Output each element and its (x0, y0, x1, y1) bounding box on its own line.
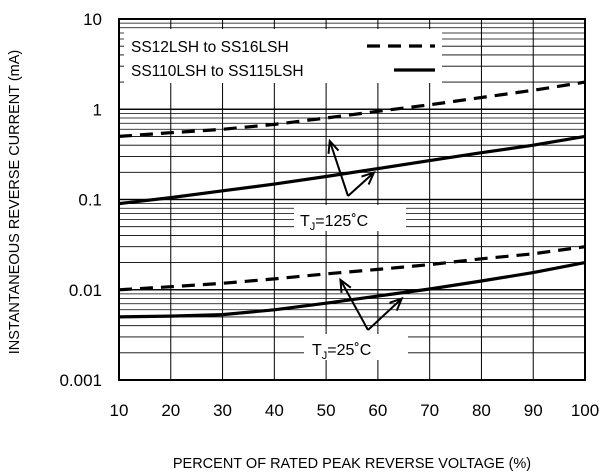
annotation-25c-arrow-left (339, 277, 369, 331)
annotation-125c-arrow-right (347, 170, 376, 197)
x-tick-label: 70 (420, 401, 439, 420)
x-tick-label: 60 (368, 401, 387, 420)
x-tick-label: 100 (571, 401, 599, 420)
series-line-dashed-25c (118, 245, 586, 292)
annotation-125c-label: TJ=125˚C (300, 213, 368, 233)
legend-box (124, 29, 442, 83)
annotation-25c-arrow-right (367, 296, 404, 331)
y-axis-label: INSTANTANEOUS REVERSE CURRENT (mA) (7, 50, 23, 355)
x-axis-label: PERCENT OF RATED PEAK REVERSE VOLTAGE (%… (173, 456, 531, 472)
annotation-25c-box (304, 334, 408, 360)
series-line-dashed-125c (118, 80, 586, 138)
x-tick-label: 90 (524, 401, 543, 420)
y-tick-label: 0.001 (59, 371, 102, 390)
x-tick-label: 30 (213, 401, 232, 420)
series-line-solid-125c (118, 134, 586, 206)
y-tick-labels: 0.001 0.01 0.1 1 10 (59, 10, 102, 390)
y-tick-label: 1 (93, 100, 102, 119)
legend-label-solid: SS110LSH to SS115LSH (131, 63, 304, 80)
annotation-25c-label: TJ=25˚C (312, 342, 371, 362)
annotation-125c: TJ=125˚C (294, 138, 406, 233)
annotation-125c-arrow-left (327, 138, 349, 197)
y-tick-label: 10 (83, 10, 102, 29)
x-tick-label: 10 (110, 401, 129, 420)
legend: SS12LSH to SS16LSH SS110LSH to SS115LSH (124, 29, 442, 83)
y-tick-label: 0.1 (78, 191, 102, 210)
x-tick-label: 80 (472, 401, 491, 420)
plot-frame (118, 18, 586, 381)
annotation-25c: TJ=25˚C (304, 277, 408, 362)
y-tick-label: 0.01 (69, 281, 102, 300)
x-tick-label: 20 (161, 401, 180, 420)
x-tick-label: 50 (317, 401, 336, 420)
x-tick-labels: 10 20 30 40 50 60 70 80 90 100 (110, 401, 600, 420)
annotation-125c-box (294, 205, 406, 231)
legend-label-dashed: SS12LSH to SS16LSH (131, 39, 289, 56)
x-tick-label: 40 (265, 401, 284, 420)
